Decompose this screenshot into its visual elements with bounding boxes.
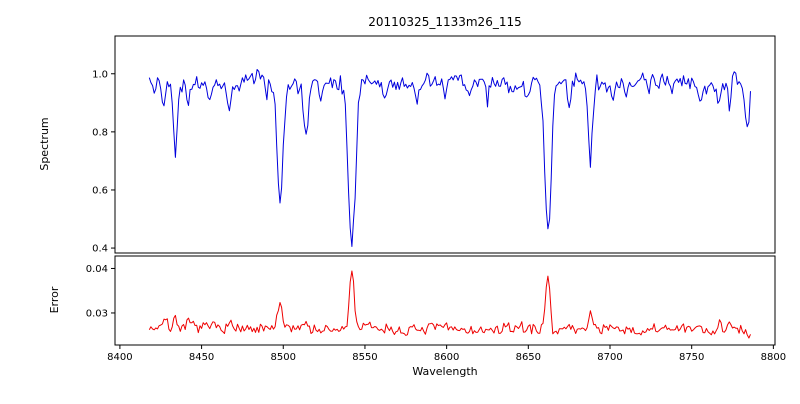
x-tick-label: 8750 <box>679 352 704 363</box>
error-panel-frame <box>114 255 776 346</box>
spectrum-panel-ytick-label: 0.6 <box>92 185 108 196</box>
x-tick-label: 8400 <box>107 352 132 363</box>
chart-title: 20110325_1133m26_115 <box>368 15 521 29</box>
plot-area: 0.4 0.6 0.8 1.0 0.03 0.04 8400 8450 8500 8550 8600… <box>86 35 786 363</box>
spectrum-panel-ytick-label: 0.4 <box>92 244 108 255</box>
x-tick-label: 8500 <box>271 352 296 363</box>
spectrum-panel-ytick-label: 1.0 <box>92 69 108 80</box>
spectrum-panel-ytick-label: 0.8 <box>92 127 108 138</box>
error-line <box>148 270 751 339</box>
x-tick-label: 8600 <box>434 352 459 363</box>
y-axis-label-error: Error <box>48 286 61 313</box>
x-tick-label: 8800 <box>761 352 786 363</box>
error-panel-ytick-label: 0.04 <box>86 264 108 275</box>
error-panel-ytick-label: 0.03 <box>86 308 108 319</box>
x-tick-label: 8450 <box>189 352 214 363</box>
y-axis-label-spectrum: Spectrum <box>38 117 51 170</box>
spectrum-panel-frame <box>114 35 776 254</box>
x-tick-label: 8700 <box>597 352 622 363</box>
x-tick-label: 8550 <box>352 352 377 363</box>
x-tick-label: 8650 <box>516 352 541 363</box>
spectrum-line <box>148 69 751 247</box>
x-axis-label: Wavelength <box>412 365 477 378</box>
